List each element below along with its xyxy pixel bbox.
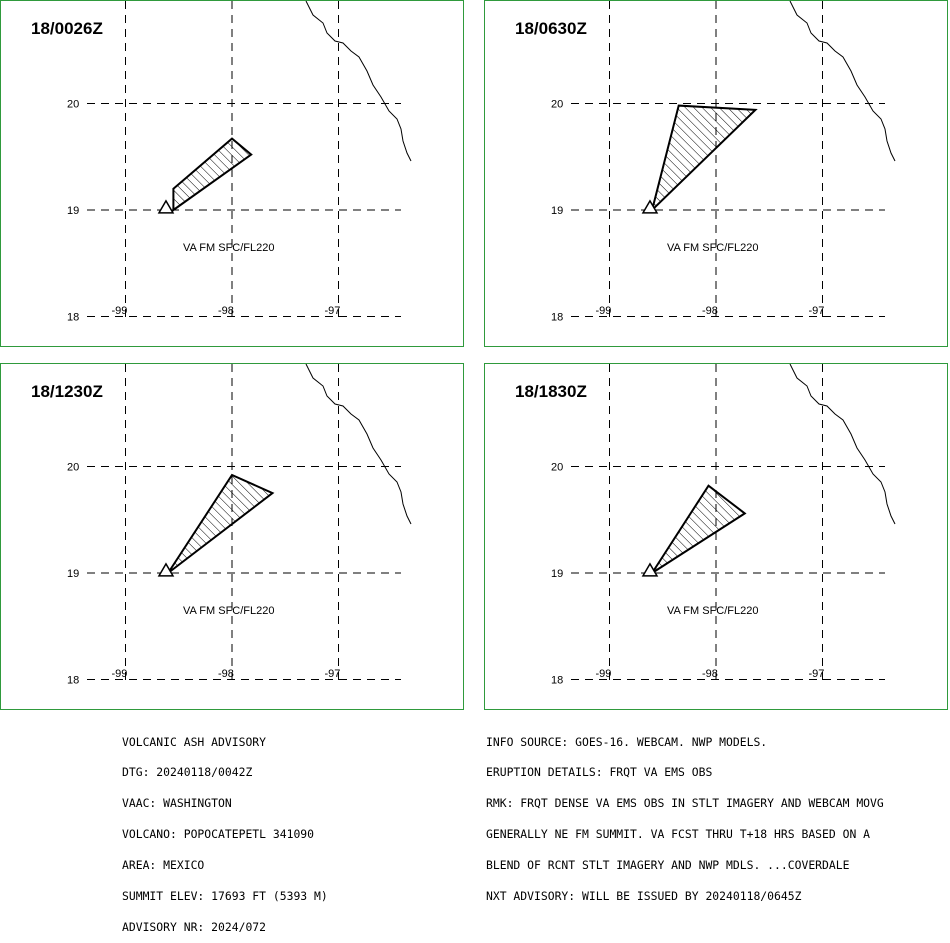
info-line: NXT ADVISORY: WILL BE ISSUED BY 20240118… (486, 889, 802, 904)
panel-time-label: 18/1230Z (31, 382, 103, 401)
ash-plume-polygon (167, 473, 275, 574)
coastline (305, 364, 412, 525)
panel-time-label: 18/0630Z (515, 19, 587, 38)
ash-plume-polygon (651, 484, 747, 574)
info-line: AREA: MEXICO (122, 858, 205, 873)
longitude-label: -97 (325, 668, 341, 680)
info-line: DTG: 20240118/0042Z (122, 765, 253, 780)
ash-level-label: VA FM SFC/FL220 (183, 242, 275, 254)
latitude-label: 18 (67, 675, 79, 687)
latitude-label: 20 (67, 99, 79, 111)
longitude-label: -98 (702, 668, 718, 680)
latitude-label: 19 (67, 568, 79, 580)
info-line: VOLCANO: POPOCATEPETL 341090 (122, 827, 315, 842)
longitude-label: -98 (218, 305, 234, 317)
info-line: GENERALLY NE FM SUMMIT. VA FCST THRU T+1… (486, 827, 871, 842)
ash-plume-polygon (650, 104, 758, 214)
advisory-remarks-info: INFO SOURCE: GOES-16. WEBCAM. NWP MODELS… (486, 716, 884, 912)
longitude-label: -98 (702, 305, 718, 317)
coastline (789, 1, 896, 162)
ash-level-label: VA FM SFC/FL220 (183, 605, 275, 617)
info-line: INFO SOURCE: GOES-16. WEBCAM. NWP MODELS… (486, 734, 768, 749)
forecast-panel: 20 19 18 -99 -98 -97 VA FM SFC/FL220 18/1230Z (0, 363, 464, 710)
latitude-label: 19 (551, 568, 563, 580)
coastline (789, 364, 896, 525)
longitude-label: -99 (112, 305, 128, 317)
longitude-label: -97 (809, 305, 825, 317)
panel-map: 20 19 18 -99 -98 -97 VA FM SFC/FL220 (551, 364, 896, 687)
panel-map: 20 19 18 -99 -98 -97 VA FM SFC/FL220 (67, 364, 412, 687)
volcano-icon (157, 199, 175, 214)
longitude-label: -97 (809, 668, 825, 680)
longitude-label: -99 (112, 668, 128, 680)
latitude-label: 18 (551, 312, 563, 324)
info-line: ADVISORY NR: 2024/072 (122, 919, 267, 934)
info-line: VOLCANIC ASH ADVISORY (122, 734, 267, 749)
ash-level-label: VA FM SFC/FL220 (667, 605, 759, 617)
advisory-header-info: VOLCANIC ASH ADVISORY DTG: 20240118/0042… (122, 716, 328, 943)
panel-map: 20 19 18 -99 -98 -97 VA FM SFC/FL220 (67, 1, 412, 324)
longitude-label: -97 (325, 305, 341, 317)
panel-map: 20 19 18 -99 -98 -97 VA FM SFC/FL220 (551, 1, 896, 324)
forecast-panel: 20 19 18 -99 -98 -97 VA FM SFC/FL220 18/1830Z (484, 363, 948, 710)
volcano-icon (641, 199, 659, 214)
forecast-panel: 20 19 18 -99 -98 -97 VA FM SFC/FL220 18/0026Z (0, 0, 464, 347)
latitude-label: 19 (551, 205, 563, 217)
ash-plume-polygon (172, 137, 253, 212)
latitude-label: 20 (67, 462, 79, 474)
latitude-label: 18 (67, 312, 79, 324)
longitude-label: -99 (596, 305, 612, 317)
info-line: RMK: FRQT DENSE VA EMS OBS IN STLT IMAGE… (486, 796, 884, 811)
info-line: SUMMIT ELEV: 17693 FT (5393 M) (122, 889, 328, 904)
forecast-panel: 20 19 18 -99 -98 -97 VA FM SFC/FL220 18/0630Z (484, 0, 948, 347)
longitude-label: -98 (218, 668, 234, 680)
info-line: ERUPTION DETAILS: FRQT VA EMS OBS (486, 765, 713, 780)
volcano-icon (157, 562, 175, 577)
panel-time-label: 18/1830Z (515, 382, 587, 401)
info-line: VAAC: WASHINGTON (122, 796, 232, 811)
latitude-label: 19 (67, 205, 79, 217)
volcano-icon (641, 562, 659, 577)
latitude-label: 18 (551, 675, 563, 687)
info-line: BLEND OF RCNT STLT IMAGERY AND NWP MDLS.… (486, 858, 850, 873)
latitude-label: 20 (551, 462, 563, 474)
ash-level-label: VA FM SFC/FL220 (667, 242, 759, 254)
longitude-label: -99 (596, 668, 612, 680)
panel-time-label: 18/0026Z (31, 19, 103, 38)
latitude-label: 20 (551, 99, 563, 111)
coastline (305, 1, 412, 162)
